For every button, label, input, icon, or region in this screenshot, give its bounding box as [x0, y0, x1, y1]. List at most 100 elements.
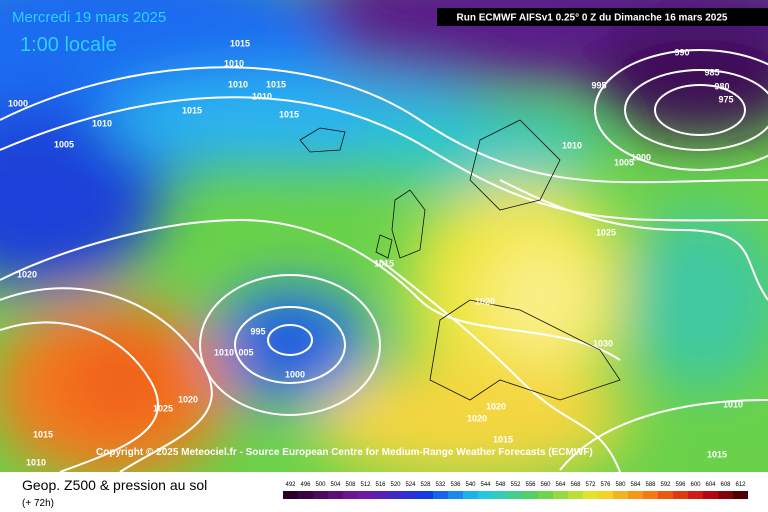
isobar-labels: 1015 1010 1010 1015 1010 1015 1015 1000 1010 1005… — [8, 38, 743, 467]
scale-swatch — [673, 491, 688, 499]
isobar-label: 1015 — [374, 258, 394, 268]
scale-label: 492 — [285, 482, 296, 488]
scale-label: 600 — [690, 482, 701, 488]
scale-label: 540 — [465, 482, 476, 488]
isobar-label: 990 — [674, 47, 689, 57]
scale-label: 584 — [630, 482, 641, 488]
scale-label: 592 — [660, 482, 671, 488]
isobar-label: 1025 — [596, 227, 616, 237]
isobar-label: 1000 — [285, 369, 305, 379]
isobar-label: 1005 — [54, 139, 74, 149]
scale-swatch — [508, 491, 523, 499]
scale-swatch — [493, 491, 508, 499]
scale-swatch — [598, 491, 613, 499]
isobar-label: 1020 — [17, 269, 37, 279]
scale-label: 576 — [600, 482, 611, 488]
scale-swatch — [658, 491, 673, 499]
scale-label: 556 — [525, 482, 536, 488]
scale-swatch — [388, 491, 403, 499]
scale-swatch — [373, 491, 388, 499]
scale-swatch — [703, 491, 718, 499]
local-time: 1:00 locale — [20, 34, 117, 56]
scale-label: 500 — [315, 482, 326, 488]
scale-label: 516 — [375, 482, 386, 488]
run-box — [437, 8, 768, 26]
isobar-label: 995 — [591, 80, 606, 90]
scale-label: 588 — [645, 482, 656, 488]
isobar-label: 975 — [718, 94, 733, 104]
footer-title: Geop. Z500 & pression au sol — [22, 477, 207, 493]
scale-swatch — [433, 491, 448, 499]
isobar-label: 1020 — [475, 296, 495, 306]
isobar-label: 1010 — [224, 58, 244, 68]
isobar-label: 1000 — [8, 98, 28, 108]
isobar-label: 1015 — [182, 105, 202, 115]
scale-swatch — [538, 491, 553, 499]
isobar-label: 1010 — [228, 79, 248, 89]
scale-label: 612 — [735, 482, 746, 488]
isobar-label: 1030 — [593, 338, 613, 348]
scale-label: 508 — [345, 482, 356, 488]
scale-label: 520 — [390, 482, 401, 488]
scale-label: 512 — [360, 482, 371, 488]
scale-swatch — [283, 491, 298, 499]
scale-label: 572 — [585, 482, 596, 488]
scale-label: 548 — [495, 482, 506, 488]
scale-swatch — [343, 491, 358, 499]
scale-label: 524 — [405, 482, 416, 488]
isobar-label: 1020 — [178, 394, 198, 404]
isobar-label: 1010 — [723, 399, 743, 409]
scale-label: 528 — [420, 482, 431, 488]
isobar-label: 1010 — [26, 457, 46, 467]
scale-label: 536 — [450, 482, 461, 488]
scale-label: 608 — [720, 482, 731, 488]
scale-label: 496 — [300, 482, 311, 488]
isobar-label: 1010 — [252, 91, 272, 101]
scale-label: 532 — [435, 482, 446, 488]
isobar-label: 1020 — [486, 401, 506, 411]
scale-swatch — [328, 491, 343, 499]
color-scale: 492 496 500 504 508 512 516 520 524 528 532 536 540 5… — [283, 482, 748, 499]
coastlines — [299, 119, 621, 401]
scale-swatch — [733, 491, 748, 499]
isobar-label: 980 — [714, 81, 729, 91]
isobar-label: 005 — [238, 347, 253, 357]
copyright: Copyright © 2025 Meteociel.fr - Source E… — [96, 447, 593, 458]
footer-lead: (+ 72h) — [22, 498, 54, 509]
scale-label: 604 — [705, 482, 716, 488]
scale-label: 596 — [675, 482, 686, 488]
scale-swatch — [448, 491, 463, 499]
isobar-label: 1015 — [33, 429, 53, 439]
isobar-label: 1015 — [230, 38, 250, 48]
scale-swatch — [418, 491, 433, 499]
isobar-label: 995 — [250, 326, 265, 336]
isobar-label: 1010 — [92, 118, 112, 128]
scale-label: 580 — [615, 482, 626, 488]
scale-swatch — [403, 491, 418, 499]
isobar-label: 1010 — [214, 347, 234, 357]
scale-swatch — [463, 491, 478, 499]
scale-swatch — [358, 491, 373, 499]
scale-swatch — [553, 491, 568, 499]
isobar-label: 1025 — [153, 403, 173, 413]
isobar-label: 1005 — [614, 157, 634, 167]
scale-label: 552 — [510, 482, 521, 488]
scale-label: 544 — [480, 482, 491, 488]
isobars — [0, 49, 768, 472]
scale-swatch — [628, 491, 643, 499]
isobar-label: 985 — [704, 67, 719, 77]
field — [0, 0, 768, 472]
scale-label: 560 — [540, 482, 551, 488]
isobar-label: 1015 — [707, 449, 727, 459]
scale-swatch — [298, 491, 313, 499]
scale-swatch — [613, 491, 628, 499]
run-info: Run ECMWF AIFSv1 0.25° 0 Z du Dimanche 1… — [457, 13, 728, 24]
scale-swatch — [568, 491, 583, 499]
isobar-label: 1000 — [631, 152, 651, 162]
scale-label: 504 — [330, 482, 341, 488]
scale-swatch — [523, 491, 538, 499]
scale-swatch — [718, 491, 733, 499]
isobar-label: 1015 — [266, 79, 286, 89]
date: Mercredi 19 mars 2025 — [12, 9, 166, 26]
